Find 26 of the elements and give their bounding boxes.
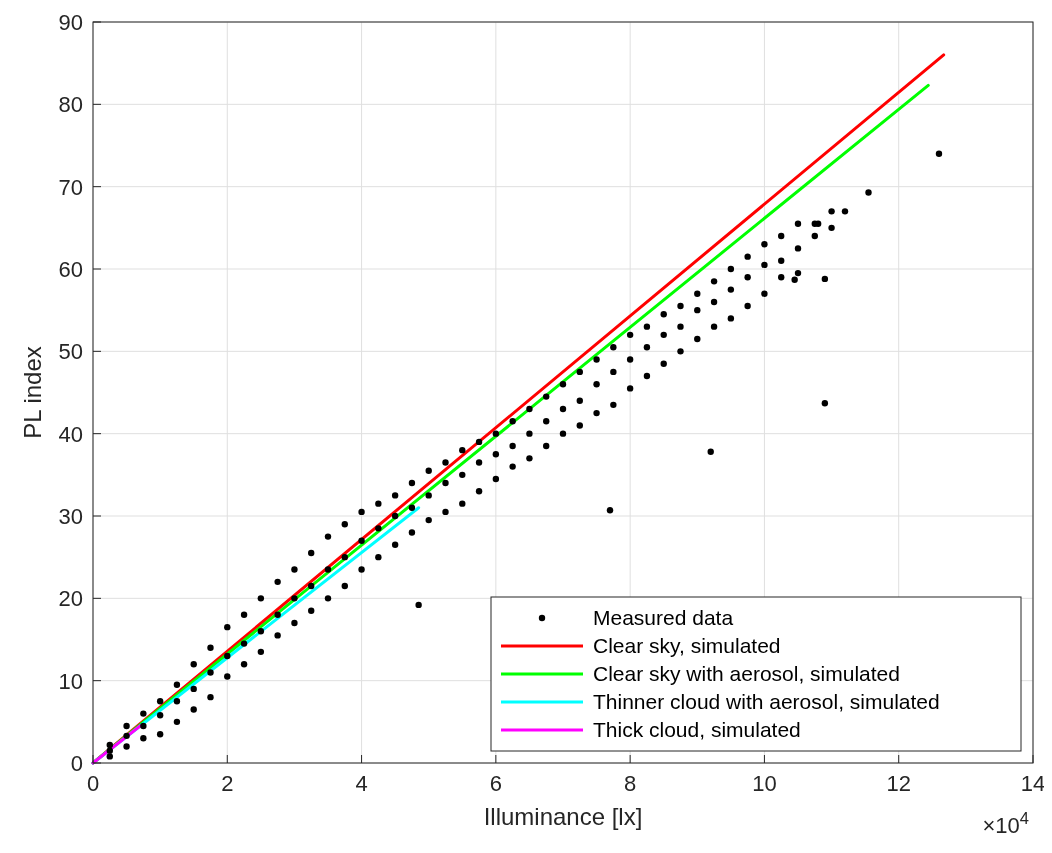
- y-tick-label: 0: [70, 751, 83, 776]
- text: ×10$^{4}$: [982, 809, 1029, 838]
- y-tick-label: 70: [58, 174, 83, 200]
- x-tick-label: 14: [1020, 771, 1046, 796]
- y-tick-label: 80: [58, 92, 83, 118]
- x-tick-label: 10: [752, 771, 777, 796]
- legend-label: Thinner cloud with aerosol, simulated: [593, 690, 940, 713]
- y-tick-label: 20: [58, 586, 83, 612]
- y-tick-label: 30: [58, 504, 83, 529]
- y-tick-label: 10: [58, 668, 83, 694]
- x-tick-label: 6: [489, 771, 502, 796]
- x-tick-label: 8: [624, 771, 637, 796]
- x-tick-label: 12: [886, 771, 911, 796]
- legend-label: Thick cloud, simulated: [593, 718, 801, 741]
- y-tick-label: 50: [58, 339, 83, 365]
- x-axis-title: Illuminance [lx]: [483, 803, 643, 830]
- x-tick-label: 4: [355, 771, 368, 796]
- legend-label: Measured data: [593, 606, 734, 629]
- y-axis-title: PL index: [19, 346, 46, 439]
- y-tick-label: 90: [58, 10, 83, 35]
- x-tick-label: 0: [86, 771, 100, 796]
- legend-label: Clear sky with aerosol, simulated: [593, 662, 900, 685]
- x-tick-label: 2: [221, 771, 234, 796]
- y-tick-label: 60: [58, 257, 83, 282]
- y-tick-label: 40: [58, 421, 83, 447]
- legend-label: Clear sky, simulated: [593, 634, 781, 657]
